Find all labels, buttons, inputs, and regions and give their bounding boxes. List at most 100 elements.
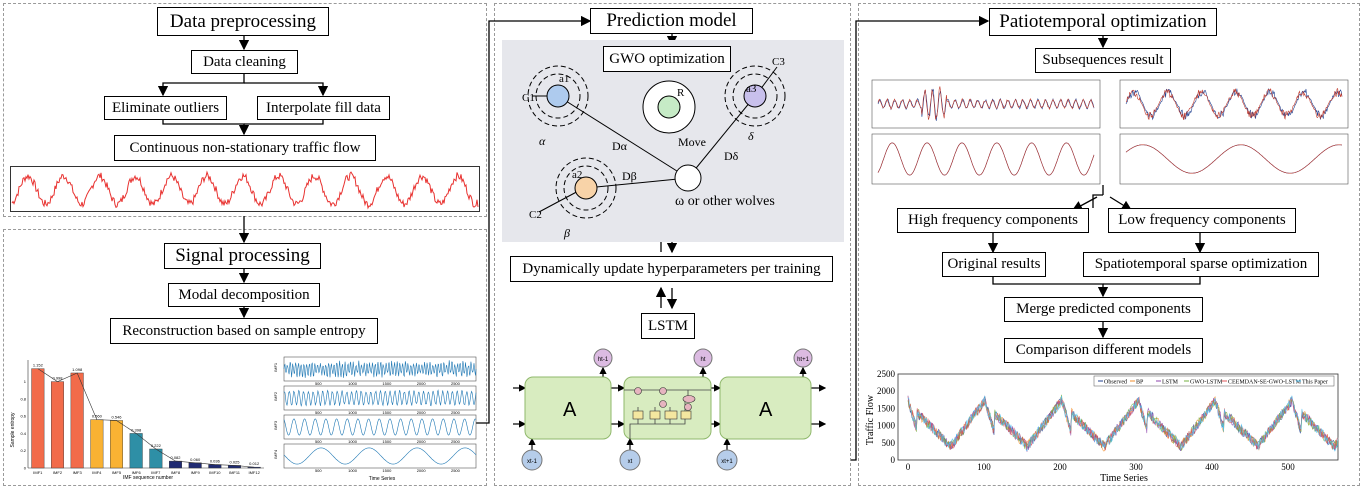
entropy-tick-label: IMF11	[229, 470, 241, 475]
comparison-xtick: 0	[906, 462, 911, 472]
imf-label: IMF2	[273, 391, 278, 401]
comparison-legend-item: LSTM	[1162, 380, 1179, 386]
spatiotemporal-panel	[858, 3, 1360, 486]
delta-label: δ	[748, 129, 754, 143]
imf-tick: 2000	[417, 410, 427, 415]
lstm-cell-prev	[524, 376, 612, 440]
h-node-current	[693, 348, 713, 368]
imf-tick: 2000	[417, 381, 427, 386]
c3-label: C3	[772, 56, 785, 68]
imf-tick: 2000	[417, 439, 427, 444]
entropy-value-label: 0.082	[170, 455, 181, 460]
a2-label: a2	[572, 169, 582, 181]
entropy-bar	[51, 381, 64, 469]
original-results-box: Original results	[942, 252, 1046, 277]
entropy-bar	[31, 368, 45, 469]
lstm-cell-a-next: A	[759, 399, 773, 421]
modal-decomp-box: Modal decomposition	[168, 283, 320, 307]
comparison-xtick: 400	[1205, 462, 1219, 472]
x-label-next: xt+1	[721, 459, 733, 465]
entropy-ytick: 0.2	[20, 448, 26, 453]
sample-entropy-chart: Sample entropy IMF sequence number 1.152…	[10, 360, 264, 481]
entropy-value-label: 0.012	[249, 461, 260, 466]
eliminate-outliers-box: Eliminate outliers	[104, 96, 227, 120]
comparison-xtick: 200	[1053, 462, 1067, 472]
lstm-cell-current	[623, 376, 712, 440]
d-alpha-label: Dα	[612, 139, 628, 153]
omega-label: ω or other wolves	[675, 194, 775, 209]
imf-tick: 1000	[348, 468, 358, 473]
merge-box: Merge predicted components	[1004, 297, 1203, 322]
spatiotemporal-title-box: Patiotemporal optimization	[989, 8, 1217, 36]
entropy-bar	[208, 464, 222, 469]
imf-tick: 2500	[451, 381, 461, 386]
imf-tick: 1500	[382, 468, 392, 473]
delta-wolf	[743, 84, 767, 108]
h-label-current: ht	[700, 357, 705, 363]
x-label-prev: xt-1	[527, 459, 538, 465]
comparison-ytick: 1000	[877, 421, 896, 431]
comparison-legend-item: GWO-LSTM	[1190, 380, 1223, 386]
a1-label: a1	[559, 73, 569, 85]
entropy-ytick: 1	[24, 379, 27, 384]
comparison-ytick: 2000	[877, 386, 896, 396]
comparison-ytick: 0	[891, 455, 896, 465]
lstm-cell-a-prev: A	[563, 399, 577, 421]
entropy-value-label: 1.098	[72, 367, 83, 372]
omega-wolf	[674, 164, 702, 192]
entropy-tick-label: IMF2	[53, 470, 63, 475]
continuous-flow-box: Continuous non-stationary traffic flow	[114, 135, 376, 161]
comparison-ylabel: Traffic Flow	[865, 394, 876, 445]
r-label: R	[677, 87, 685, 99]
entropy-ytick: 0.6	[20, 414, 26, 419]
comparison-legend-item: This Paper	[1302, 380, 1328, 386]
entropy-bar	[110, 420, 123, 469]
entropy-bar	[90, 419, 104, 469]
traffic-flow-plot	[10, 166, 480, 212]
entropy-bar	[169, 460, 182, 469]
imf-tick: 2500	[451, 468, 461, 473]
imf-tick: 1000	[348, 381, 358, 386]
entropy-value-label: 0.998	[52, 376, 63, 381]
entropy-bar	[129, 433, 143, 469]
c1-label: C1	[522, 92, 535, 104]
x-node-current	[619, 449, 641, 471]
low-freq-box: Low frequency components	[1108, 208, 1296, 233]
preprocessing-panel	[3, 3, 487, 217]
imf-tick: 2500	[451, 410, 461, 415]
imf-tick: 1000	[348, 410, 358, 415]
d-beta-label: Dβ	[622, 169, 637, 183]
high-freq-box: High frequency components	[897, 208, 1089, 233]
comparison-xtick: 100	[977, 462, 991, 472]
signal-title-box: Signal processing	[164, 243, 321, 269]
entropy-tick-label: IMF3	[73, 470, 83, 475]
imf-panel	[283, 385, 477, 411]
x-node-prev	[521, 449, 543, 471]
entropy-tick-label: IMF10	[209, 470, 221, 475]
imf-panel	[283, 443, 477, 469]
entropy-bar	[70, 372, 84, 469]
compare-box: Comparison different models	[1004, 338, 1203, 363]
subsequences-box: Subsequences result	[1035, 48, 1171, 73]
d-delta-label: Dδ	[724, 149, 739, 163]
comparison-ytick: 1500	[877, 403, 896, 413]
comparison-series	[907, 395, 1339, 452]
c2-label: C2	[529, 209, 542, 221]
subsequence-panel	[1119, 133, 1349, 185]
imf-tick: 500	[315, 439, 322, 444]
entropy-value-label: 0.025	[229, 459, 240, 464]
update-hyperparams-box: Dynamically update hyperparameters per t…	[510, 256, 833, 282]
imf-tick: 500	[315, 468, 322, 473]
entropy-bar	[188, 462, 202, 469]
imf-label: IMF3	[273, 420, 278, 430]
entropy-tick-label: IMF9	[191, 470, 201, 475]
gwo-box: GWO optimization	[603, 46, 731, 72]
imf-xlabel: Time Series	[369, 476, 396, 482]
move-label: Move	[678, 135, 706, 149]
alpha-wolf	[546, 84, 570, 108]
imf-panel	[283, 414, 477, 440]
subsequence-panel	[1119, 79, 1349, 129]
comparison-xtick: 300	[1129, 462, 1143, 472]
comparison-legend-item: BP	[1136, 380, 1144, 386]
